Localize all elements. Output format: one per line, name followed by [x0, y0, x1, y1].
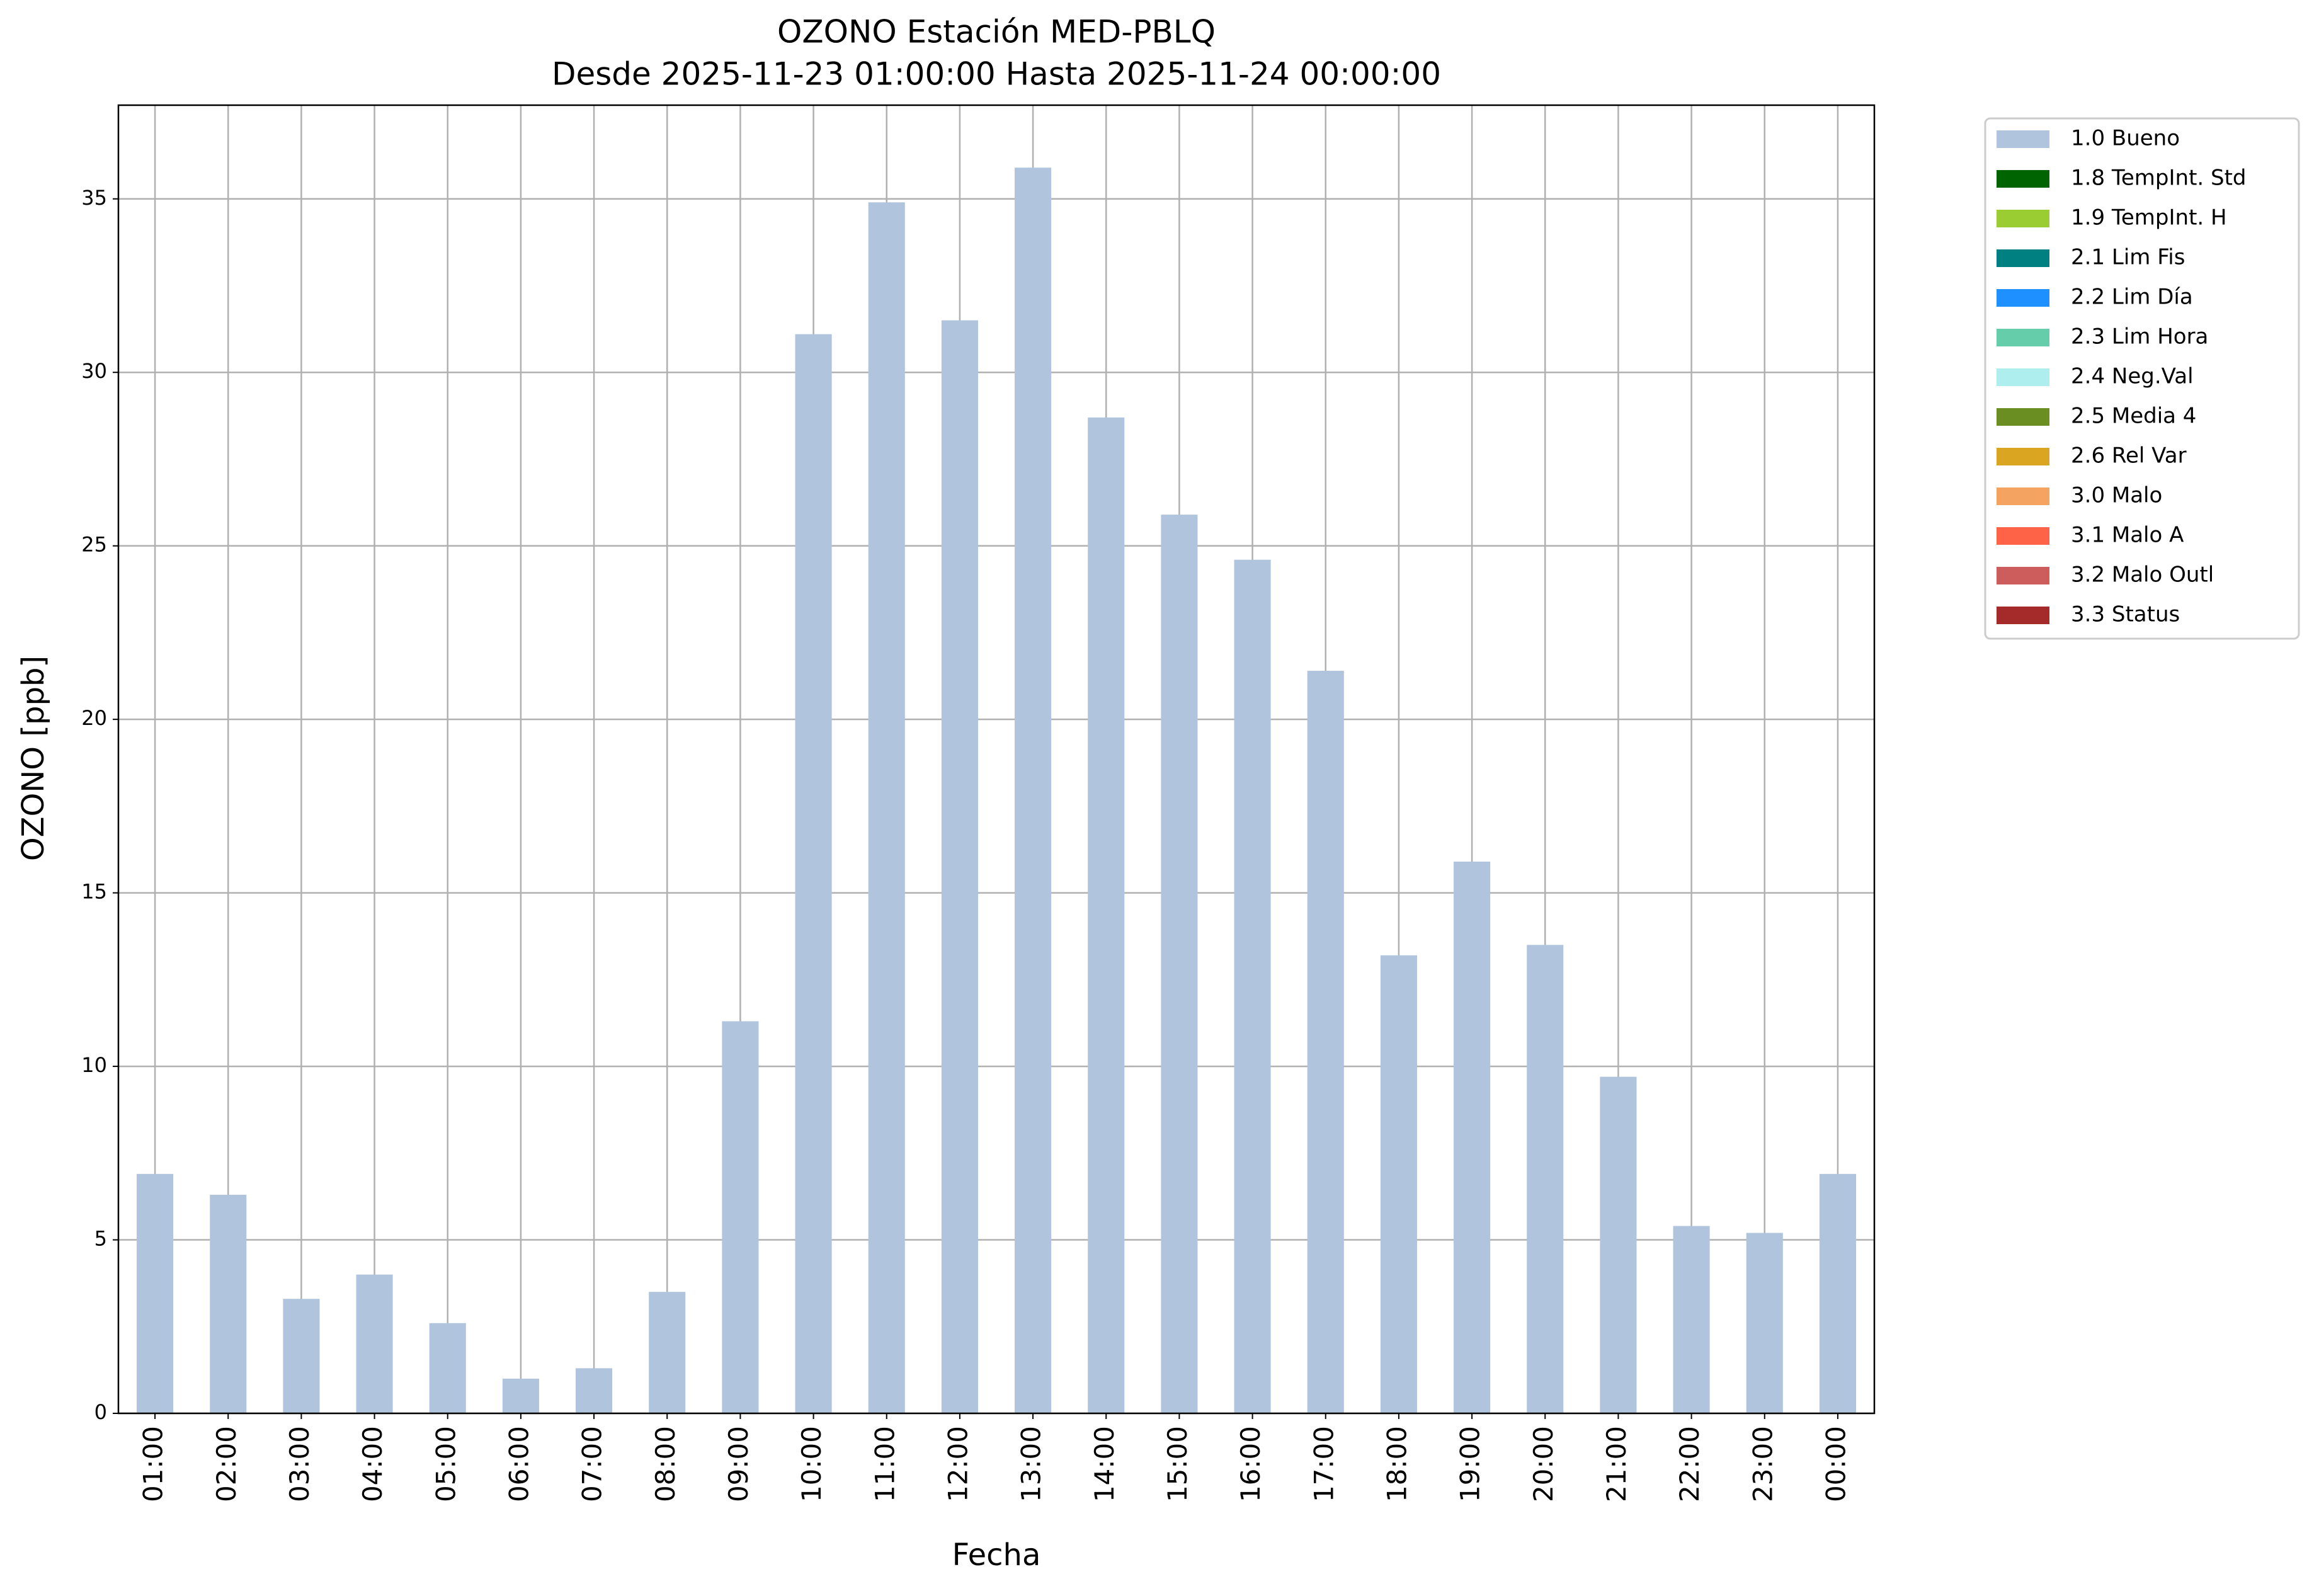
- legend-swatch: [1997, 567, 2049, 584]
- bar: [941, 320, 978, 1414]
- bar: [1819, 1173, 1856, 1413]
- legend-swatch: [1997, 527, 2049, 545]
- bar: [429, 1323, 466, 1413]
- legend-label: 3.0 Malo: [2071, 483, 2162, 508]
- legend-box: [1984, 117, 2300, 640]
- x-tick-label: 20:00: [1528, 1426, 1559, 1502]
- legend-label: 2.1 Lim Fis: [2071, 245, 2185, 270]
- y-tick-label: 35: [81, 186, 107, 210]
- x-tick-label: 16:00: [1235, 1426, 1266, 1502]
- bars: [137, 168, 1856, 1414]
- legend-label: 2.2 Lim Día: [2071, 285, 2193, 310]
- x-tick-label: 01:00: [138, 1426, 169, 1502]
- legend-label: 2.6 Rel Var: [2071, 443, 2187, 469]
- bar: [722, 1021, 759, 1413]
- x-tick-label: 05:00: [430, 1426, 461, 1502]
- legend-swatch: [1997, 289, 2049, 307]
- legend-swatch: [1997, 329, 2049, 346]
- legend-label: 2.3 Lim Hora: [2071, 324, 2208, 350]
- x-tick-label: 07:00: [577, 1426, 608, 1502]
- bar: [868, 202, 905, 1413]
- legend-label: 3.3 Status: [2071, 602, 2180, 627]
- x-tick-label: 10:00: [796, 1426, 827, 1502]
- legend-label: 1.0 Bueno: [2071, 126, 2180, 151]
- bar: [283, 1299, 320, 1413]
- legend-swatch: [1997, 130, 2049, 148]
- legend-swatch: [1997, 487, 2049, 505]
- legend: 1.0 Bueno 1.8 TempInt. Std 1.9 TempInt. H 2…: [1984, 117, 2300, 640]
- y-tick-label: 20: [81, 706, 107, 730]
- x-tick-label: 15:00: [1162, 1426, 1193, 1502]
- chart-title: OZONO Estación MED-PBLQ: [777, 14, 1216, 50]
- legend-swatch: [1997, 170, 2049, 188]
- bar: [795, 334, 832, 1413]
- bar: [1600, 1076, 1637, 1413]
- y-tick-label: 10: [81, 1053, 107, 1077]
- bar: [1234, 559, 1271, 1413]
- x-tick-label: 06:00: [503, 1426, 534, 1502]
- legend-label: 2.5 Media 4: [2071, 404, 2196, 429]
- x-tick-label: 04:00: [357, 1426, 388, 1502]
- y-tick-label: 5: [94, 1227, 107, 1251]
- x-tick-label: 00:00: [1820, 1426, 1851, 1502]
- bar: [1746, 1233, 1783, 1413]
- x-tick-label: 13:00: [1016, 1426, 1047, 1502]
- bar: [1088, 417, 1125, 1413]
- x-tick-label: 08:00: [650, 1426, 681, 1502]
- bar: [1673, 1226, 1710, 1413]
- x-tick-label: 17:00: [1308, 1426, 1339, 1502]
- bar: [1527, 945, 1564, 1413]
- legend-swatch: [1997, 408, 2049, 426]
- bar: [137, 1173, 174, 1413]
- bar: [576, 1368, 613, 1413]
- bar: [1015, 168, 1052, 1413]
- plot-frame: [117, 104, 1876, 1415]
- y-axis-label: OZONO [ppb]: [16, 656, 51, 861]
- x-tick-label: 21:00: [1601, 1426, 1632, 1502]
- bar: [649, 1292, 686, 1413]
- bar: [1380, 955, 1417, 1413]
- legend-label: 1.8 TempInt. Std: [2071, 166, 2247, 191]
- legend-label: 3.2 Malo Outl: [2071, 562, 2214, 588]
- bar: [1454, 862, 1491, 1413]
- y-tick-label: 15: [81, 880, 107, 904]
- x-tick-label: 02:00: [211, 1426, 242, 1502]
- bar: [502, 1378, 539, 1413]
- axes: 0 5 10 15 20 25 30 35 01:00 02:00 03:00 04:00 05:00 0…: [81, 104, 1876, 1502]
- bar: [1161, 515, 1198, 1414]
- legend-label: 2.4 Neg.Val: [2071, 364, 2194, 389]
- x-axis-label: Fecha: [952, 1537, 1041, 1573]
- legend-swatch: [1997, 210, 2049, 227]
- y-tick-label: 0: [94, 1400, 107, 1424]
- x-tick-label: 22:00: [1674, 1426, 1705, 1502]
- x-tick-label: 03:00: [284, 1426, 315, 1502]
- x-tick-label: 23:00: [1747, 1426, 1778, 1502]
- legend-label: 1.9 TempInt. H: [2071, 205, 2227, 231]
- x-tick-label: 18:00: [1381, 1426, 1412, 1502]
- bar: [356, 1274, 393, 1413]
- x-tick-label: 11:00: [869, 1426, 900, 1502]
- x-tick-label: 19:00: [1455, 1426, 1486, 1502]
- x-tick-label: 12:00: [942, 1426, 973, 1502]
- legend-swatch: [1997, 607, 2049, 624]
- legend-label: 3.1 Malo A: [2071, 523, 2184, 548]
- legend-swatch: [1997, 368, 2049, 386]
- x-tick-label: 09:00: [723, 1426, 754, 1502]
- bar: [210, 1194, 247, 1413]
- y-tick-label: 30: [81, 359, 107, 383]
- chart-subtitle: Desde 2025-11-23 01:00:00 Hasta 2025-11-…: [552, 56, 1441, 93]
- x-tick-label: 14:00: [1089, 1426, 1120, 1502]
- y-tick-label: 25: [81, 533, 107, 557]
- legend-swatch: [1997, 448, 2049, 465]
- bar: [1307, 671, 1344, 1413]
- legend-swatch: [1997, 249, 2049, 267]
